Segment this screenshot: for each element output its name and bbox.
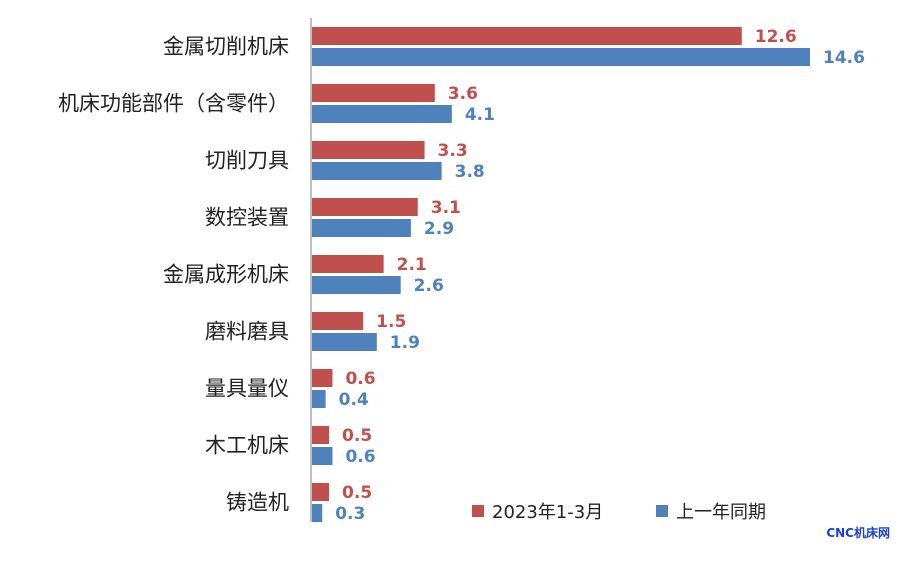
bar [312,276,401,294]
bar [312,48,810,66]
bar [312,504,323,522]
bar [312,447,333,465]
category-label: 数控装置 [205,206,289,230]
data-label: 0.5 [342,483,372,503]
data-label: 12.6 [755,27,797,47]
bars [312,27,810,522]
bar [312,141,425,159]
bar [312,198,418,216]
category-label: 量具量仪 [205,377,289,401]
data-label: 2.6 [414,276,444,296]
data-label: 0.5 [342,426,372,446]
bar [312,84,435,102]
category-label: 木工机床 [205,434,289,458]
category-label: 铸造机 [226,491,289,515]
value-labels: 12.6 14.6 3.64.1 3.33.8 3.12.9 2.12.6 1.51.9 0.… [335,27,865,524]
watermark: CNC机床网 [826,525,890,540]
bar [312,162,442,180]
data-label: 1.9 [390,333,420,353]
bar [312,219,411,237]
bar [312,483,330,501]
data-label: 2.1 [397,255,427,275]
category-label: 切削刀具 [205,149,289,173]
data-label: 3.3 [438,141,468,161]
legend: 2023年1-3月 上一年同期 [472,502,766,523]
legend-swatch [472,505,484,517]
legend-label: 上一年同期 [676,502,766,523]
bar [312,105,452,123]
data-label: 0.3 [335,504,365,524]
data-label: 2.9 [424,219,454,239]
data-label: 3.8 [455,162,485,182]
data-label: 0.6 [345,447,375,467]
data-label: 0.4 [339,390,369,410]
bar [312,255,384,273]
bar [312,390,326,408]
data-label: 3.1 [431,198,461,218]
category-label: 磨料磨具 [205,320,289,344]
bar [312,369,333,387]
bar [312,27,742,45]
bar [312,333,377,351]
bar [312,426,330,444]
legend-label: 2023年1-3月 [492,502,603,523]
category-label: 机床功能部件（含零件） [58,92,289,116]
data-label: 3.6 [448,84,478,104]
data-label: 0.6 [345,369,375,389]
legend-swatch [656,505,668,517]
category-label: 金属切削机床 [163,35,289,59]
category-label: 金属成形机床 [163,263,289,287]
bar [312,312,364,330]
data-label: 14.6 [823,48,865,68]
data-label: 1.5 [376,312,406,332]
data-label: 4.1 [465,105,495,125]
